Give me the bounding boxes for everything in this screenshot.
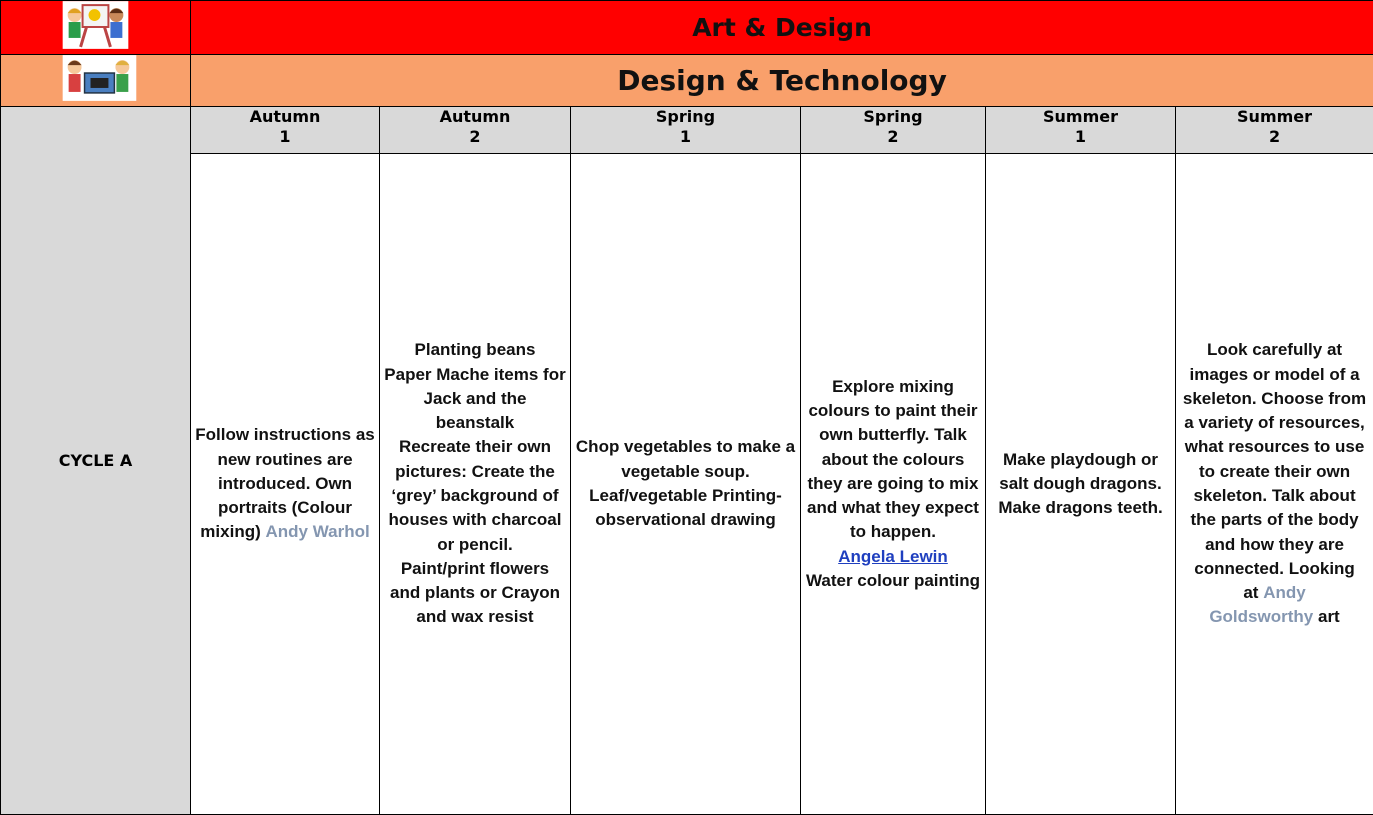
- title-row: Art & Design: [0, 0, 1373, 55]
- paragraph: Recreate their own pictures: Create the …: [384, 435, 566, 556]
- paragraph: Chop vegetables to make a vegetable soup…: [575, 435, 796, 484]
- content-cell: Chop vegetables to make a vegetable soup…: [570, 153, 801, 815]
- subtitle-row: Design & Technology: [0, 54, 1373, 107]
- content-cell: Explore mixing colours to paint their ow…: [800, 153, 986, 815]
- half-term: 1: [679, 127, 692, 146]
- text: Recreate their own pictures: Create the …: [388, 437, 562, 554]
- text: Explore mixing colours to paint their ow…: [807, 376, 979, 542]
- paragraph: Make playdough or salt dough dragons. Ma…: [990, 448, 1171, 521]
- column-header: Spring 2: [800, 106, 986, 154]
- paragraph: Explore mixing colours to paint their ow…: [805, 375, 981, 545]
- title: Art & Design: [189, 0, 1373, 55]
- column-header: Summer 1: [985, 106, 1176, 154]
- text: Paint/print flowers and plants or Crayon…: [389, 558, 561, 627]
- half-term: 1: [279, 127, 291, 146]
- artist-link[interactable]: Angela Lewin: [838, 546, 948, 566]
- text: Leaf/vegetable Printing-observational dr…: [589, 486, 782, 530]
- dt-icon: [62, 55, 137, 101]
- term: Spring: [863, 107, 923, 126]
- column-header-row: CYCLE A Autumn 1 Autumn 2 Spring 1 Spring 2 Summ…: [0, 106, 1373, 815]
- artist-name: Andy Goldsworthy: [1209, 583, 1314, 627]
- term: Autumn: [439, 107, 511, 126]
- paragraph: Paint/print flowers and plants or Crayon…: [384, 557, 566, 630]
- icon-cell: [0, 54, 191, 107]
- text: Make playdough or salt dough dragons. Ma…: [998, 449, 1163, 518]
- column-header: Summer 2: [1174, 106, 1373, 154]
- term: Summer: [1237, 107, 1313, 126]
- text: Paper Mache items for Jack and the beans…: [384, 364, 566, 433]
- icon-cell: [0, 0, 191, 55]
- text: Planting beans: [414, 340, 536, 360]
- paragraph: Water colour painting: [805, 569, 981, 593]
- paragraph: Angela Lewin: [805, 545, 981, 569]
- content-row: Follow instructions as new routines are …: [1, 153, 1373, 815]
- artist-name: Andy Warhol: [265, 522, 370, 542]
- content-cell: Follow instructions as new routines are …: [190, 153, 380, 815]
- content-cell: Make playdough or salt dough dragons. Ma…: [985, 153, 1176, 815]
- text: Look carefully at images or model of a s…: [1182, 340, 1367, 603]
- term: Summer: [1043, 107, 1118, 126]
- half-term: 2: [1268, 127, 1281, 146]
- row-label: CYCLE A: [0, 106, 191, 815]
- paragraph: Leaf/vegetable Printing-observational dr…: [575, 484, 796, 533]
- column-header: Autumn 1: [190, 106, 380, 154]
- text: art: [1317, 607, 1340, 627]
- art-icon: [62, 1, 129, 49]
- paragraph: Look carefully at images or model of a s…: [1180, 338, 1369, 630]
- column-header: Spring 1: [570, 106, 801, 154]
- paragraph: Paper Mache items for Jack and the beans…: [384, 363, 566, 436]
- content-cell: Look carefully at images or model of a s…: [1174, 153, 1373, 815]
- text: Chop vegetables to make a vegetable soup…: [575, 437, 796, 481]
- term: Spring: [655, 107, 716, 126]
- content-cell: Planting beans Paper Mache items for Jack…: [379, 153, 571, 815]
- paragraph: Follow instructions as new routines are …: [195, 423, 375, 544]
- column-header: Autumn 2: [379, 106, 571, 154]
- half-term: 2: [469, 127, 481, 146]
- text: Water colour painting: [805, 571, 981, 591]
- half-term: 2: [887, 127, 899, 146]
- term: Autumn: [249, 107, 321, 126]
- paragraph: Planting beans: [384, 338, 566, 362]
- text: Follow instructions as new routines are …: [195, 425, 375, 542]
- half-term: 1: [1074, 127, 1087, 146]
- subtitle: Design & Technology: [189, 54, 1373, 107]
